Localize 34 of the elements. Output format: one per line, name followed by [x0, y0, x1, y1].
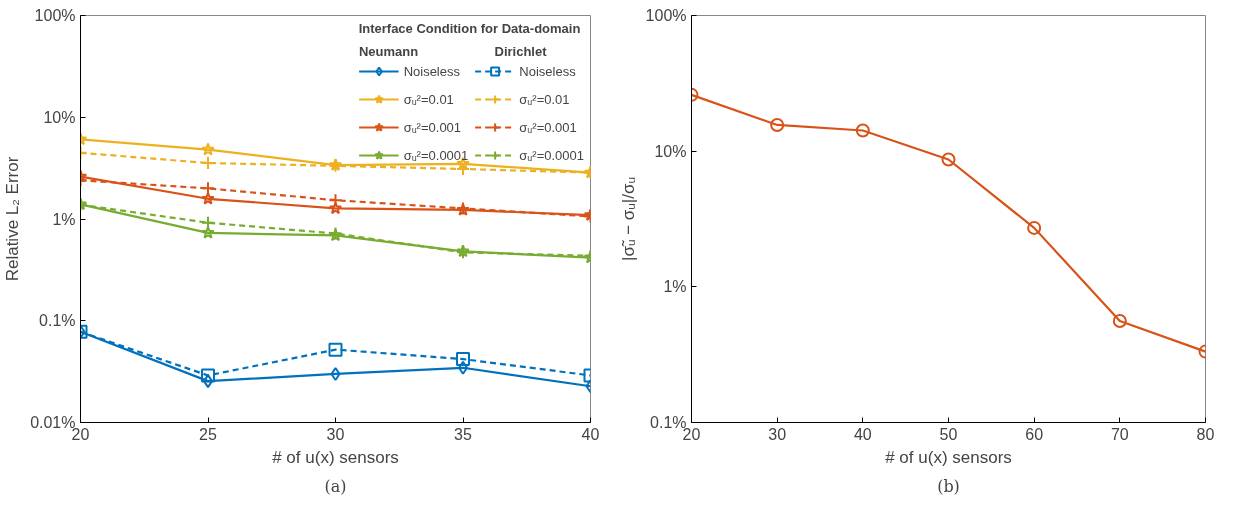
y-tick-label: 100%: [34, 7, 76, 24]
legend-label: σᵤ²=0.0001: [519, 146, 584, 165]
y-tick-label: 10%: [43, 108, 76, 126]
y-tick-label: 100%: [645, 7, 687, 24]
x-axis-title: # of u(x) sensors: [885, 447, 1012, 467]
x-tick-label: 80: [1196, 425, 1215, 443]
text: (a): [324, 476, 347, 496]
y-tick-label: 10%: [654, 142, 687, 160]
y-tick-label: 0.1%: [39, 312, 76, 330]
legend-label: σᵤ²=0.001: [519, 118, 577, 137]
legend-label: Noiseless: [519, 62, 576, 81]
y-axis-title: |σ̃ᵤ − σᵤ|/σᵤ: [618, 177, 638, 261]
legend-label: Noiseless: [403, 62, 460, 81]
x-tick-label: 30: [768, 425, 787, 443]
x-tick-label: 50: [939, 425, 958, 443]
annotation: Neumann: [358, 43, 419, 59]
y-axis-title: Relative L₂ Error: [3, 156, 23, 282]
x-axis-title: # of u(x) sensors: [272, 447, 399, 467]
legend-label: σᵤ²=0.01: [519, 90, 570, 109]
legend-label: σᵤ²=0.0001: [403, 146, 469, 165]
y-tick-label: 1%: [52, 210, 76, 228]
annotation: Dirichlet: [494, 43, 548, 59]
x-tick-label: 40: [853, 425, 872, 443]
x-tick-label: 60: [1025, 425, 1044, 443]
x-tick-label: 35: [454, 425, 472, 443]
x-tick-label: 30: [326, 425, 345, 443]
y-tick-label: 1%: [663, 278, 687, 296]
x-tick-label: 70: [1110, 425, 1129, 443]
legend-label: σᵤ²=0.01: [403, 90, 454, 109]
x-tick-label: 40: [581, 425, 600, 443]
x-tick-label: 25: [199, 425, 217, 443]
legend-label: σᵤ²=0.001: [403, 118, 462, 137]
text: (b): [937, 476, 960, 496]
legend-title: Interface Condition for Data-domain: [358, 21, 582, 36]
